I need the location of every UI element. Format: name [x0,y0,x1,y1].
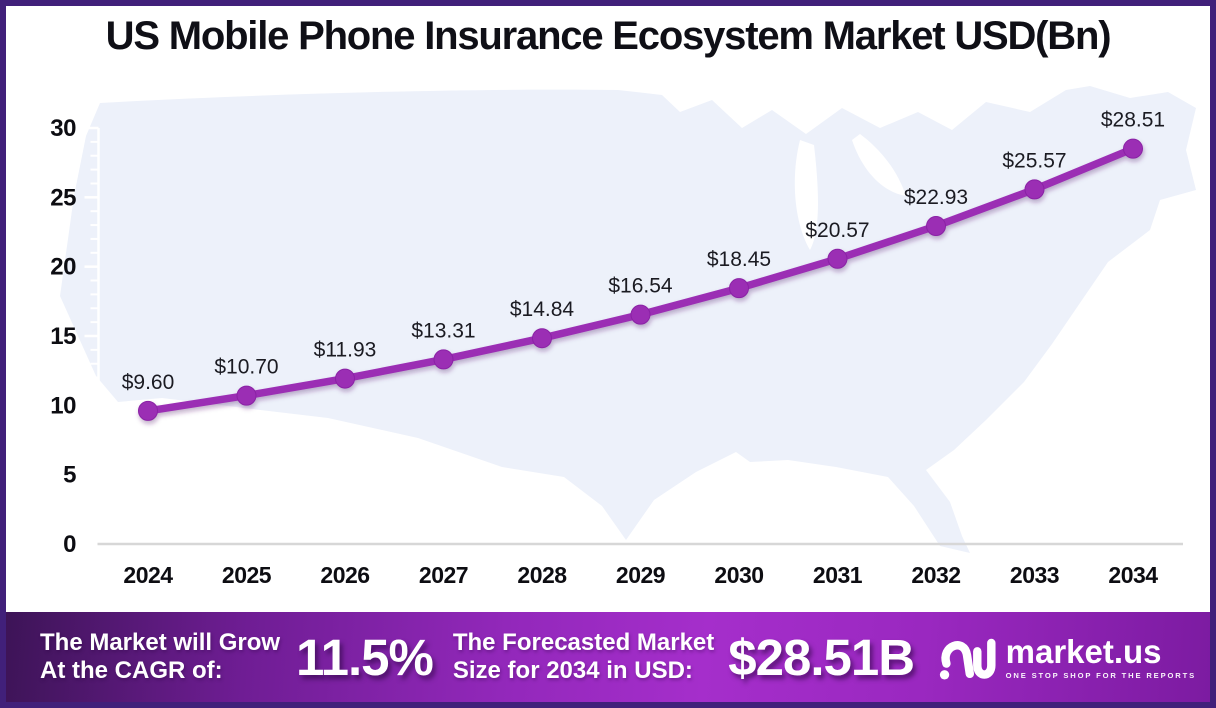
svg-text:0: 0 [63,531,76,558]
svg-text:$18.45: $18.45 [707,248,771,271]
svg-text:2029: 2029 [616,562,665,588]
svg-text:2031: 2031 [813,562,863,588]
svg-text:$14.84: $14.84 [510,298,575,321]
forecast-value: $28.51B [728,628,915,686]
svg-text:$10.70: $10.70 [214,356,278,379]
svg-text:2025: 2025 [222,562,272,588]
page-title: US Mobile Phone Insurance Ecosystem Mark… [105,14,1112,58]
svg-text:2033: 2033 [1010,562,1059,588]
chart-axes [84,126,1183,546]
svg-text:2034: 2034 [1108,562,1158,588]
svg-text:15: 15 [50,323,76,350]
forecast-label-line1: The Forecasted Market [452,629,715,657]
svg-text:30: 30 [50,115,76,142]
chart-series [138,138,1143,421]
svg-text:$11.93: $11.93 [314,339,377,362]
cagr-label-line1: The Market will Grow [40,629,281,657]
summary-banner: The Market will Grow At the CAGR of: 11.… [6,612,1210,702]
svg-text:25: 25 [50,184,76,211]
svg-text:5: 5 [63,462,76,489]
svg-text:20: 20 [50,254,76,281]
svg-text:$28.51: $28.51 [1101,109,1165,132]
marketus-wave-icon [939,638,996,680]
svg-text:2027: 2027 [419,562,468,588]
forecast-label: The Forecasted Market Size for 2034 in U… [453,629,714,685]
logo-tagline: ONE STOP SHOP FOR THE REPORTS [1005,670,1196,680]
svg-text:2024: 2024 [123,562,173,588]
svg-text:$9.60: $9.60 [122,371,175,394]
svg-text:$16.54: $16.54 [608,275,673,298]
svg-text:2030: 2030 [714,562,763,588]
marketus-logo[interactable]: market.us ONE STOP SHOP FOR THE REPORTS [938,631,1196,683]
forecast-label-line2: Size for 2034 in USD: [452,657,693,684]
svg-text:10: 10 [50,392,76,419]
svg-text:2032: 2032 [911,562,960,588]
cagr-value: 11.5% [296,628,434,686]
svg-text:2026: 2026 [320,562,369,588]
cagr-label: The Market will Grow At the CAGR of: [40,629,280,685]
svg-text:$13.31: $13.31 [411,319,475,342]
cagr-label-line2: At the CAGR of: [40,657,223,684]
logo-text-wrap: market.us ONE STOP SHOP FOR THE REPORTS [1006,635,1196,680]
svg-text:$20.57: $20.57 [805,219,869,242]
svg-text:2028: 2028 [517,562,567,588]
svg-text:$22.93: $22.93 [904,186,968,209]
svg-text:$25.57: $25.57 [1002,149,1066,172]
logo-name: market.us [1005,632,1162,670]
